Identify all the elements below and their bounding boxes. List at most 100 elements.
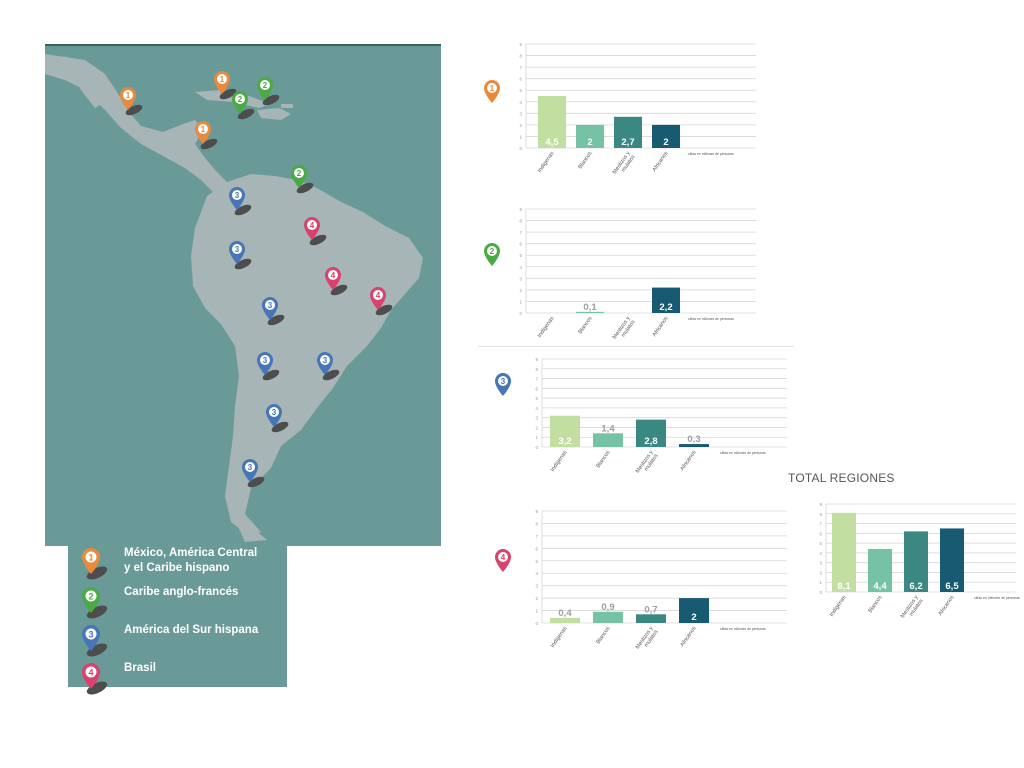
pin-shadow xyxy=(125,104,143,116)
pin-shadow xyxy=(262,369,280,381)
category-label-line: Africanos xyxy=(938,595,956,617)
chart-region-4: 0 1 2 3 4 5 6 7 8 9 0,4 Indígenas 0,9 Blancos 0,7 Mesti… xyxy=(535,509,787,654)
pin-number: 2 xyxy=(238,95,243,104)
pin-shadow xyxy=(296,182,314,194)
pin-center xyxy=(123,90,133,100)
category-label: Mestizos ymulatos xyxy=(612,151,637,179)
bar xyxy=(832,512,856,592)
y-tick-label: 6 xyxy=(519,77,522,82)
chart-note: cifras en millones de personas xyxy=(688,317,734,321)
pin-number: 1 xyxy=(220,75,225,84)
y-tick-label: 5 xyxy=(819,541,822,546)
pin-center xyxy=(269,407,279,417)
tierra-del-fuego-landmass xyxy=(237,524,267,542)
bar xyxy=(593,611,623,623)
category-label-line: Indígenas xyxy=(537,316,556,339)
pin-shadow xyxy=(200,138,218,150)
pin-number: 4 xyxy=(376,291,381,300)
total-regiones-title: TOTAL REGIONES xyxy=(788,471,895,485)
category-label-line: Indígenas xyxy=(537,151,556,174)
map-pin-region-4-icon: 4 xyxy=(304,217,327,246)
category-label: Africanos xyxy=(652,151,670,173)
y-tick-label: 8 xyxy=(519,219,522,224)
category-label-line: Blancos xyxy=(577,151,593,171)
category-label: Mestizos ymulatos xyxy=(635,450,660,478)
pin-shadow xyxy=(309,234,327,246)
bar xyxy=(868,548,892,592)
bar xyxy=(679,444,709,447)
map-pins: 1 1 1 2 2 2 3 3 3 3 3 3 3 4 4 4 xyxy=(120,71,393,488)
y-tick-label: 9 xyxy=(519,207,522,212)
legend: 1 México, América Central y el Caribe hi… xyxy=(68,544,287,695)
pin-shadow xyxy=(219,88,237,100)
y-tick-label: 6 xyxy=(535,386,538,391)
y-tick-label: 9 xyxy=(519,42,522,47)
category-label: Africanos xyxy=(938,595,956,617)
y-tick-label: 4 xyxy=(535,571,538,576)
y-tick-label: 5 xyxy=(519,88,522,93)
category-label-line: Blancos xyxy=(867,595,883,615)
map-pin-region-3-icon: 3 xyxy=(242,459,265,488)
y-tick-label: 8 xyxy=(519,54,522,59)
bar xyxy=(550,618,580,623)
bar xyxy=(636,419,666,447)
category-label-line: Indígenas xyxy=(550,450,569,473)
pin-number: 3 xyxy=(235,191,240,200)
bar xyxy=(940,528,964,592)
chart-total-regiones: 0 1 2 3 4 5 6 7 8 9 8,1 Indígenas 4,4 Blancos 6,2 Mesti… xyxy=(819,502,1020,619)
bar xyxy=(904,531,928,592)
pin-center xyxy=(198,124,208,134)
chart-region-2: 0 1 2 3 4 5 6 7 8 9 Indígenas 0,1 Blancos Mestizos ym… xyxy=(519,207,756,344)
category-label: Africanos xyxy=(680,450,698,472)
category-label: Africanos xyxy=(652,316,670,338)
svg-text:2: 2 xyxy=(490,247,495,256)
y-tick-label: 3 xyxy=(519,276,522,281)
category-label-line: Africanos xyxy=(652,151,670,173)
category-label-line: Africanos xyxy=(680,626,698,648)
data-label: 0,1 xyxy=(583,302,597,313)
pin-center xyxy=(320,355,330,365)
pin-center xyxy=(260,80,270,90)
category-label-line: Africanos xyxy=(652,316,670,338)
pin-shadow xyxy=(267,314,285,326)
category-label-line: Blancos xyxy=(595,626,611,646)
region-3-pin-icon: 3 xyxy=(82,625,108,657)
category-label: Indígenas xyxy=(537,316,556,339)
pin-number: 2 xyxy=(263,81,268,90)
bar xyxy=(636,614,666,623)
category-label: Mestizos ymulatos xyxy=(635,626,660,654)
map-pin-region-3-icon: 3 xyxy=(229,241,252,270)
pin-center xyxy=(232,190,242,200)
category-label: Indígenas xyxy=(829,595,848,618)
legend-label-region-4: Brasil xyxy=(124,662,156,674)
data-label: 2,8 xyxy=(644,436,657,447)
data-label: 2 xyxy=(663,137,668,148)
y-tick-label: 4 xyxy=(519,100,522,105)
category-label-line: Africanos xyxy=(680,450,698,472)
y-tick-label: 1 xyxy=(819,580,822,585)
svg-text:1: 1 xyxy=(490,84,495,93)
y-tick-label: 5 xyxy=(535,559,538,564)
category-label: Blancos xyxy=(595,626,611,646)
bar xyxy=(538,96,566,148)
landmass xyxy=(45,54,423,542)
map-pin-region-3-icon: 3 xyxy=(317,352,340,381)
pin-number: 3 xyxy=(235,245,240,254)
map-panel: 1 1 1 2 2 2 3 3 3 3 3 3 3 4 4 4 xyxy=(45,44,441,546)
svg-text:3: 3 xyxy=(501,377,506,386)
map-pin-region-1-icon: 1 xyxy=(195,121,218,150)
data-label: 2,2 xyxy=(659,302,672,313)
category-label: Mestizos ymulatos xyxy=(612,316,637,344)
pin-center xyxy=(328,270,338,280)
pin-shadow xyxy=(330,284,348,296)
pin-number: 1 xyxy=(201,125,206,134)
pin-number: 4 xyxy=(310,221,315,230)
baja-landmass xyxy=(65,56,101,108)
chart-note: cifras en millones de personas xyxy=(720,451,766,455)
y-tick-label: 2 xyxy=(519,288,522,293)
y-tick-label: 1 xyxy=(535,609,538,614)
data-label: 2,7 xyxy=(621,137,634,148)
category-label: Africanos xyxy=(680,626,698,648)
data-label: 6,5 xyxy=(945,581,959,592)
chart-region-3: 0 1 2 3 4 5 6 7 8 9 3,2 Indígenas 1,4 Blancos 2,8 Mesti… xyxy=(535,357,787,478)
